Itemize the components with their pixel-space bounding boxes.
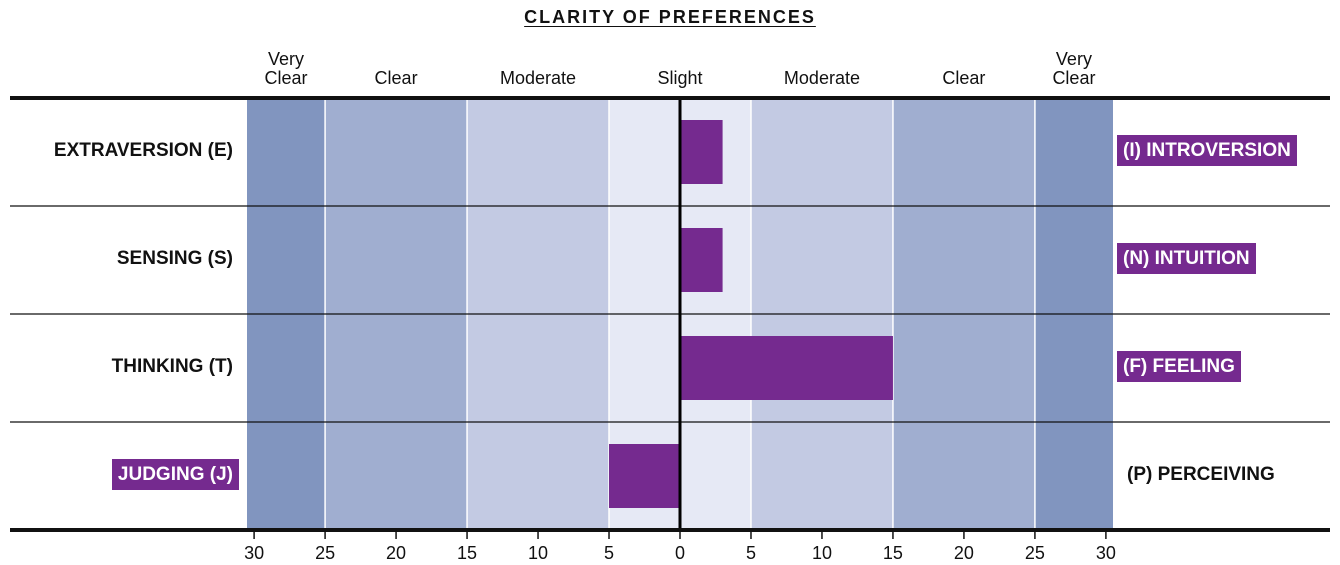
bar <box>680 336 893 400</box>
x-tick-label: 5 <box>745 543 756 563</box>
bar <box>609 444 680 508</box>
x-tick-label: 20 <box>386 543 407 563</box>
zone-label: Very Clear <box>264 49 308 88</box>
zone-label: Moderate <box>500 68 577 88</box>
left-category-label: THINKING (T) <box>111 356 233 377</box>
x-tick-label: 15 <box>882 543 903 563</box>
right-category-label: (P) PERCEIVING <box>1127 464 1275 485</box>
bar <box>680 228 723 292</box>
left-category-label: EXTRAVERSION (E) <box>53 140 233 161</box>
left-category-label: SENSING (S) <box>116 248 233 269</box>
x-tick-label: 30 <box>1095 543 1116 563</box>
bar <box>680 120 723 184</box>
x-tick-label: 25 <box>315 543 336 563</box>
x-tick-label: 25 <box>1024 543 1045 563</box>
chart-title-text: CLARITY OF PREFERENCES <box>524 7 816 27</box>
x-tick-label: 30 <box>244 543 265 563</box>
right-category-label: (I) INTROVERSION <box>1117 135 1297 166</box>
x-tick-label: 10 <box>528 543 549 563</box>
right-category-label: (F) FEELING <box>1117 351 1241 382</box>
right-category-label: (N) INTUITION <box>1117 243 1256 274</box>
chart-title: CLARITY OF PREFERENCES <box>0 8 1340 27</box>
x-tick-label: 20 <box>953 543 974 563</box>
zone-label: Very Clear <box>1052 49 1096 88</box>
x-tick-label: 10 <box>811 543 832 563</box>
zone-label: Clear <box>942 68 986 88</box>
zone-label: Clear <box>374 68 418 88</box>
x-tick-label: 0 <box>674 543 685 563</box>
x-tick-label: 5 <box>604 543 615 563</box>
x-tick-label: 15 <box>457 543 478 563</box>
zone-label: Slight <box>657 68 703 88</box>
left-category-label: JUDGING (J) <box>111 459 239 490</box>
zone-label: Moderate <box>783 68 860 88</box>
